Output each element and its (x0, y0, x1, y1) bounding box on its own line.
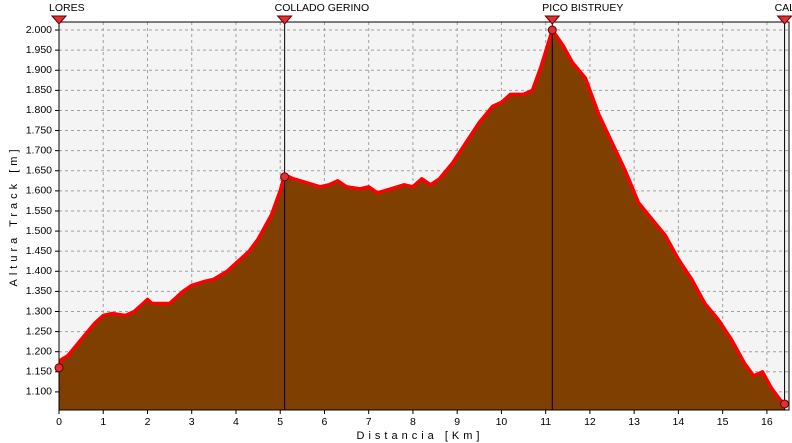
waypoint-marker (276, 15, 293, 25)
y-tick-label: 1.150 (26, 366, 52, 378)
y-tick-label: 1.800 (26, 104, 52, 116)
x-tick-label: 4 (233, 416, 239, 428)
waypoint-label: PICO BISTRUEY (542, 2, 623, 14)
y-tick-label: 1.300 (26, 305, 52, 317)
y-tick-label: 1.400 (26, 265, 52, 277)
y-tick-label: 1.550 (26, 205, 52, 217)
y-tick-label: 1.600 (26, 185, 52, 197)
y-tick-label: 1.500 (26, 225, 52, 237)
x-axis-label: Distancia [Km] (357, 430, 484, 442)
waypoint-label: LORES (49, 2, 85, 14)
waypoint-label: COLLADO GERINO (275, 2, 370, 14)
y-tick-label: 1.750 (26, 124, 52, 136)
x-tick-label: 10 (496, 416, 508, 428)
waypoint-point (54, 363, 64, 373)
y-tick-label: 1.650 (26, 165, 52, 177)
x-tick-label: 9 (454, 416, 460, 428)
y-axis-label: Altura Track [m] (8, 145, 20, 286)
waypoint-marker (544, 15, 561, 25)
waypoint-point (547, 25, 557, 35)
y-tick-label: 1.850 (26, 84, 52, 96)
x-tick-label: 15 (717, 416, 729, 428)
y-tick-label: 1.450 (26, 245, 52, 257)
x-tick-label: 7 (366, 416, 372, 428)
x-tick-label: 2 (145, 416, 151, 428)
y-tick-label: 1.350 (26, 285, 52, 297)
y-tick-label: 1.100 (26, 386, 52, 398)
waypoint-marker (50, 15, 68, 25)
y-tick-label: 1.950 (26, 44, 52, 56)
x-tick-label: 16 (761, 416, 773, 428)
waypoint-point (780, 399, 790, 409)
y-tick-label: 1.200 (26, 345, 52, 357)
x-tick-label: 14 (673, 416, 685, 428)
x-tick-label: 5 (277, 416, 283, 428)
x-tick-label: 8 (410, 416, 416, 428)
x-tick-label: 3 (189, 416, 195, 428)
x-tick-label: 12 (584, 416, 596, 428)
x-tick-label: 11 (540, 416, 551, 428)
waypoint-marker (776, 15, 792, 25)
y-tick-label: 2.000 (26, 24, 52, 36)
x-tick-label: 0 (56, 416, 62, 428)
x-tick-label: 6 (322, 416, 328, 428)
y-tick-label: 1.700 (26, 144, 52, 156)
y-tick-label: 1.900 (26, 64, 52, 76)
x-tick-label: 13 (628, 416, 640, 428)
elevation-line (57, 28, 786, 406)
waypoint-point (280, 172, 290, 182)
x-tick-label: 1 (100, 416, 106, 428)
waypoint-label: CAL (775, 2, 792, 14)
y-tick-label: 1.250 (26, 325, 52, 337)
